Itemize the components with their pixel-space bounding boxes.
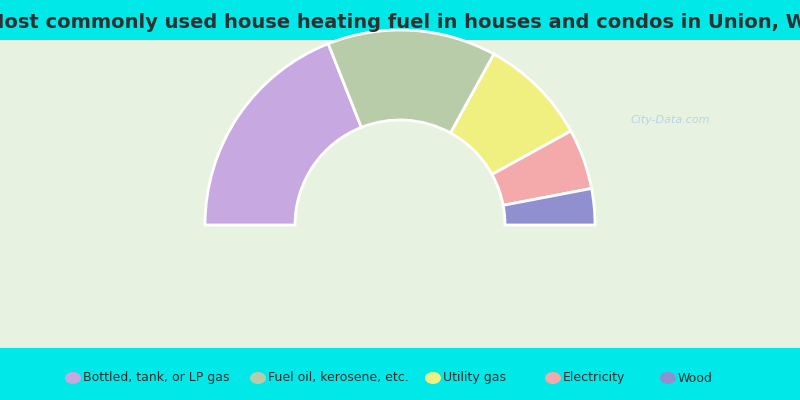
Bar [0, 335, 800, 350]
Bar [0, 0, 800, 45]
Ellipse shape [425, 372, 441, 384]
Bar [0, 110, 800, 125]
Bar [0, 215, 800, 230]
Bar [0, 50, 800, 65]
Bar [0, 80, 800, 95]
Ellipse shape [545, 372, 561, 384]
Ellipse shape [65, 372, 81, 384]
Wedge shape [205, 44, 362, 225]
Wedge shape [328, 30, 494, 133]
Bar [0, 260, 800, 275]
Bar [0, 65, 800, 80]
Bar [0, 245, 800, 260]
Bar [0, 320, 800, 335]
Bar [0, 40, 800, 350]
Bar [0, 290, 800, 305]
Ellipse shape [250, 372, 266, 384]
Bar [0, 348, 800, 400]
Text: City-Data.com: City-Data.com [630, 115, 710, 125]
Bar [0, 95, 800, 110]
Bar [0, 200, 800, 215]
Text: Fuel oil, kerosene, etc.: Fuel oil, kerosene, etc. [268, 372, 409, 384]
Bar [0, 170, 800, 185]
Bar [0, 305, 800, 320]
Bar [0, 230, 800, 245]
Bar [0, 155, 800, 170]
Bar [0, 125, 800, 140]
Ellipse shape [660, 372, 676, 384]
Text: Wood: Wood [678, 372, 713, 384]
Bar [0, 185, 800, 200]
Bar [0, 275, 800, 290]
Wedge shape [492, 131, 591, 205]
Wedge shape [450, 54, 571, 174]
Text: Utility gas: Utility gas [443, 372, 506, 384]
Bar [0, 140, 800, 155]
Text: Electricity: Electricity [563, 372, 626, 384]
Text: Most commonly used house heating fuel in houses and condos in Union, WI: Most commonly used house heating fuel in… [0, 12, 800, 32]
Text: Bottled, tank, or LP gas: Bottled, tank, or LP gas [83, 372, 230, 384]
Wedge shape [503, 188, 595, 225]
